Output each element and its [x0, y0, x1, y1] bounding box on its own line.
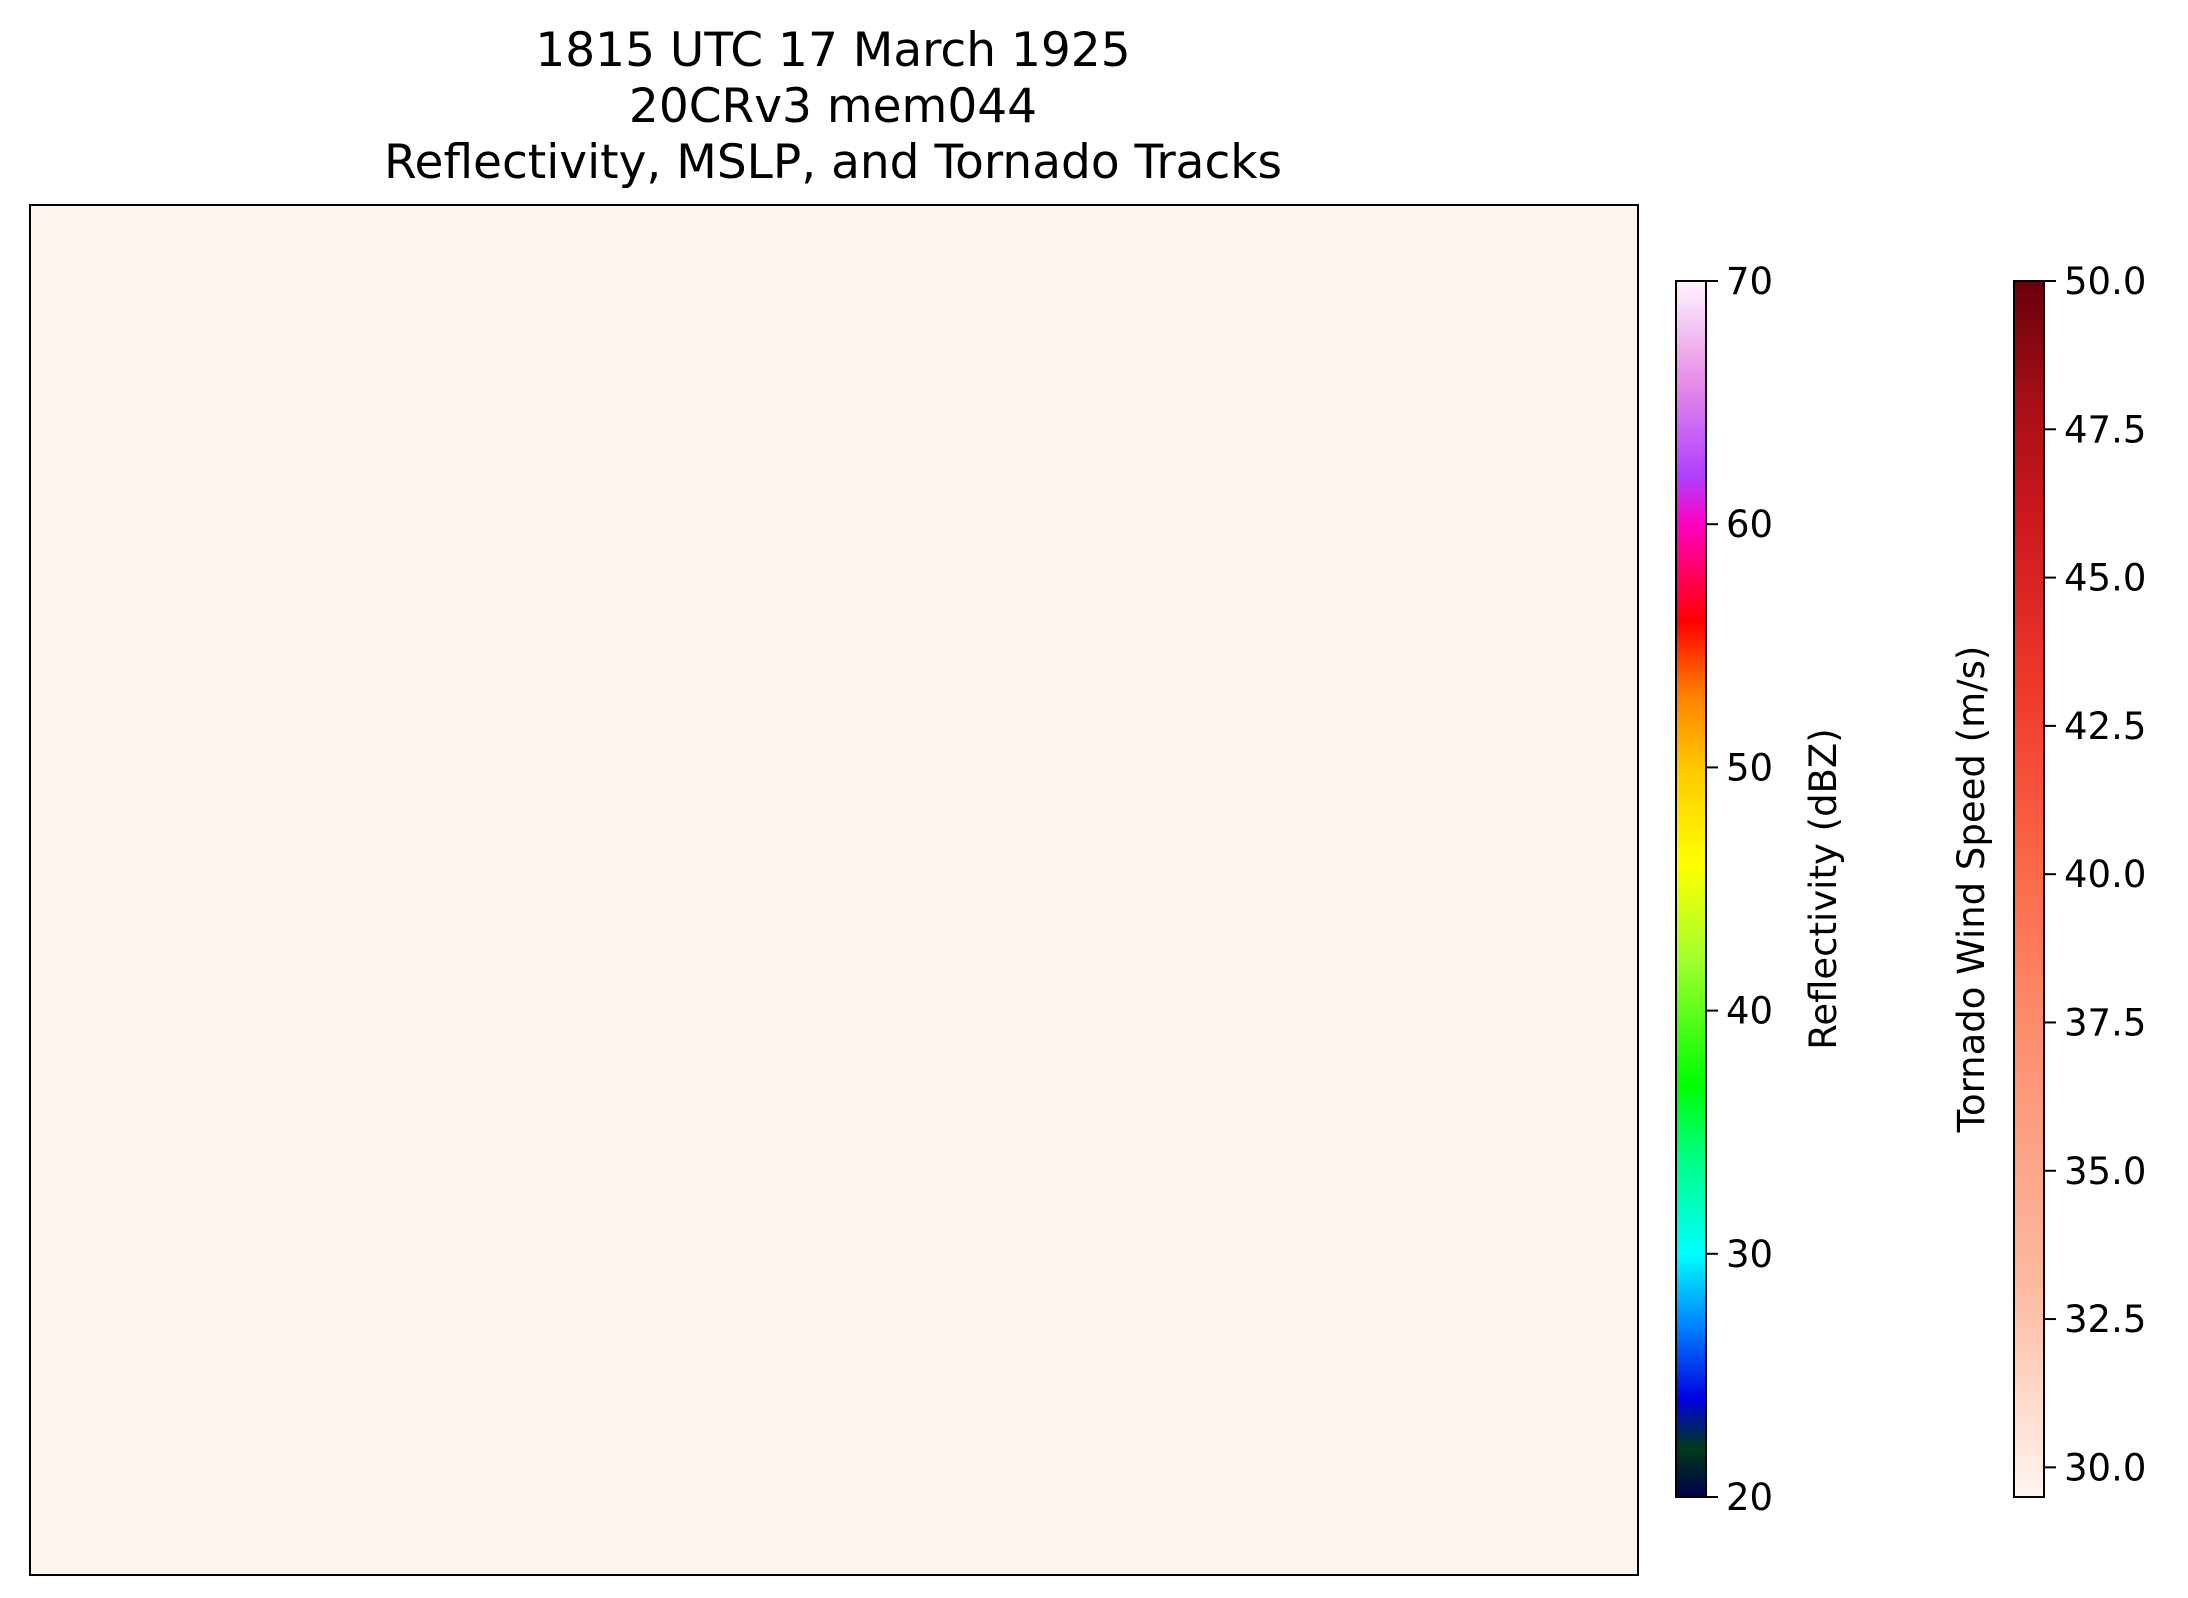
reflectivity-colorbar: 20 30 40 50 60 70 Reflectivity (dBZ): [1675, 260, 1845, 1519]
tornado-wind-speed-colorbar-tick-label: 35.0: [2064, 1150, 2146, 1193]
reflectivity-colorbar-tick-label: 30: [1726, 1233, 1773, 1276]
title-line-2: 20CRv3 mem044: [629, 79, 1037, 134]
tornado-wind-speed-colorbar-tick-label: 32.5: [2064, 1298, 2146, 1341]
tornado-wind-speed-colorbar-tick-label: 40.0: [2064, 853, 2146, 896]
tornado-wind-speed-colorbar: 30.0 32.5 35.0 37.5 40.0 42.5 45.0 47.5 50.0 Tor…: [1950, 260, 2146, 1498]
reflectivity-colorbar-label: Reflectivity (dBZ): [1802, 728, 1845, 1049]
tornado-wind-speed-colorbar-tick-label: 50.0: [2064, 260, 2146, 303]
tornado-wind-speed-colorbar-label: Tornado Wind Speed (m/s): [1950, 646, 1993, 1134]
tornado-wind-speed-colorbar-bar: [2013, 280, 2045, 1498]
reflectivity-colorbar-bar: [1675, 280, 1707, 1498]
reflectivity-colorbar-tick-label: 60: [1726, 503, 1773, 546]
reflectivity-colorbar-tick-label: 20: [1726, 1476, 1773, 1519]
title-line-3: Reflectivity, MSLP, and Tornado Tracks: [384, 135, 1282, 190]
tornado-wind-speed-colorbar-tick-label: 37.5: [2064, 1001, 2146, 1044]
map-area: [29, 204, 1639, 1576]
tornado-wind-speed-colorbar-tick-label: 42.5: [2064, 705, 2146, 748]
tornado-wind-speed-colorbar-tick-label: 30.0: [2064, 1446, 2146, 1489]
tornado-wind-speed-colorbar-tick-label: 47.5: [2064, 408, 2146, 451]
reflectivity-colorbar-tick-label: 70: [1726, 260, 1773, 303]
tornado-wind-speed-colorbar-tick-label: 45.0: [2064, 557, 2146, 600]
chart-title: 1815 UTC 17 March 1925 20CRv3 mem044 Ref…: [384, 23, 1282, 190]
title-line-1: 1815 UTC 17 March 1925: [535, 23, 1130, 78]
reflectivity-colorbar-tick-label: 40: [1726, 990, 1773, 1033]
reflectivity-colorbar-tick-label: 50: [1726, 746, 1773, 789]
